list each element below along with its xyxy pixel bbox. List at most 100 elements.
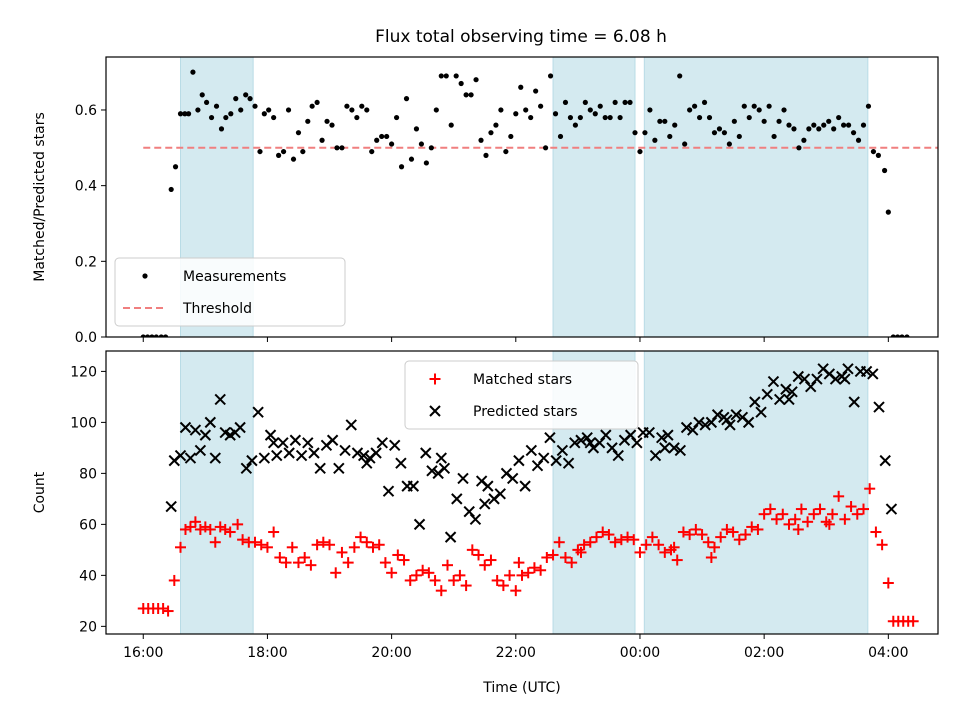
bottom-point (175, 541, 187, 553)
bottom-point (157, 603, 169, 615)
top-point (622, 99, 628, 106)
bottom-point-b (189, 424, 202, 436)
top-point (696, 114, 703, 121)
bottom-point (249, 536, 261, 548)
top-point (647, 107, 653, 113)
top-point (816, 126, 822, 132)
bottom-point (305, 559, 317, 571)
top-point (821, 122, 827, 128)
top-point (140, 334, 146, 337)
top-point (403, 96, 410, 102)
bottom-point (885, 503, 898, 515)
bottom-point (547, 549, 559, 561)
bottom-point-b (463, 505, 475, 518)
bottom-point (566, 557, 578, 569)
bottom-point (246, 454, 258, 467)
bottom-point (771, 513, 783, 525)
bottom-point (469, 513, 482, 525)
bottom-point (575, 546, 587, 558)
bottom-point-b (867, 368, 879, 380)
top-point (344, 103, 350, 109)
top-point (261, 111, 267, 117)
bottom-point-b (277, 437, 289, 449)
bottom-point (742, 416, 755, 429)
bottom-point (612, 449, 624, 462)
top-point (831, 126, 837, 132)
bottom-point-b (593, 437, 606, 449)
bottom-point-b (705, 416, 718, 429)
bottom-point (438, 462, 451, 474)
bottom-point-b (730, 409, 742, 421)
top-point (885, 209, 891, 215)
top-point (233, 96, 239, 102)
bottom-point (690, 523, 702, 535)
bottom-point (184, 521, 196, 533)
bottom-point (857, 503, 869, 515)
bottom-point (345, 419, 357, 431)
bottom-point-b (345, 419, 357, 431)
bottom-point (168, 574, 180, 586)
bottom-point (184, 452, 197, 464)
top-point (781, 107, 787, 113)
top-point (208, 114, 215, 121)
bottom-point (829, 373, 842, 385)
bottom-point (435, 585, 447, 597)
bottom-point (584, 536, 596, 548)
bottom-point-b (361, 457, 373, 469)
top-point (508, 133, 514, 140)
top-point (751, 103, 757, 109)
bottom-point (805, 380, 817, 393)
bottom-point (792, 523, 804, 535)
bottom-point (330, 567, 342, 579)
bottom-point (659, 546, 671, 558)
bottom-point (525, 444, 538, 457)
bottom-point-b (271, 449, 283, 462)
bottom-point-b (475, 475, 488, 487)
bottom-point (435, 452, 447, 464)
bottom-point (392, 549, 404, 561)
bottom-point (631, 437, 643, 449)
bottom-point (224, 526, 236, 538)
bottom-point-b (544, 431, 556, 444)
bottom-point-b (749, 396, 761, 408)
top-point (498, 107, 504, 113)
bottom-point-b (817, 363, 829, 375)
bottom-point-b (761, 388, 773, 401)
top-point (295, 130, 302, 136)
bottom-point-b (742, 416, 755, 429)
bottom-point-b (525, 444, 538, 457)
top-point (463, 92, 469, 98)
top-point (473, 77, 479, 83)
bottom-point (615, 534, 627, 546)
top-point (791, 126, 797, 132)
bottom-point (851, 508, 863, 520)
bottom-point-b (792, 370, 805, 383)
bottom-point (407, 480, 420, 492)
bottom-point (603, 529, 615, 541)
top-point (428, 145, 434, 151)
bottom-point-b (575, 434, 587, 446)
bottom-point (581, 431, 593, 444)
top-point (438, 73, 444, 79)
bottom-point-b (204, 416, 217, 429)
top-point (349, 107, 355, 113)
top-point (163, 334, 169, 337)
top-series-0 (140, 69, 910, 337)
top-point (354, 114, 360, 121)
bottom-point-b (420, 447, 432, 459)
bottom-point (680, 421, 693, 434)
top-point (280, 148, 287, 155)
top-point (592, 111, 598, 117)
bottom-point (277, 437, 289, 449)
top-ytick-label: 0.6 (75, 103, 97, 119)
bottom-ytick-label: 20 (79, 619, 97, 635)
bottom-point (624, 429, 637, 441)
top-point (538, 103, 544, 109)
bottom-point (727, 526, 739, 538)
bottom-point (382, 485, 395, 497)
top-point (577, 114, 583, 121)
bottom-plot-area (137, 351, 919, 634)
top-point (453, 73, 459, 79)
bottom-point (528, 562, 540, 574)
